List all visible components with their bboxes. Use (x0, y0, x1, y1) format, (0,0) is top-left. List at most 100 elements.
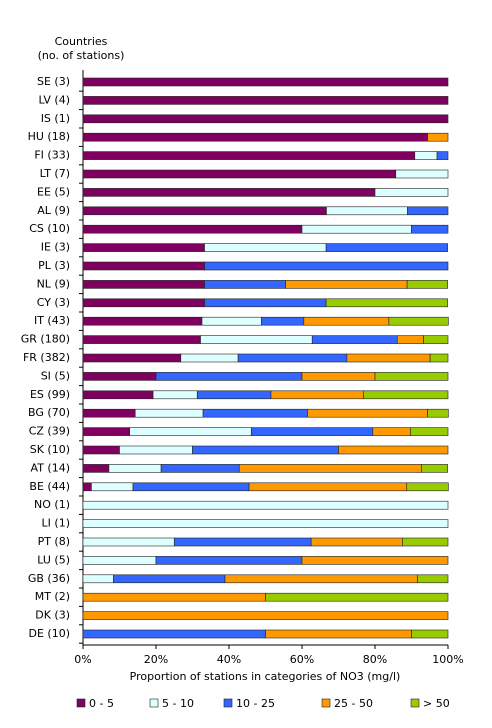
bar-segment (396, 335, 424, 344)
y-axis-label: (no. of stations) (38, 49, 125, 62)
bar-segment (270, 390, 364, 400)
bar-segment (436, 151, 449, 160)
bar-segment (326, 206, 408, 216)
bar-segment (129, 427, 252, 436)
bar-segment (310, 537, 403, 547)
legend-label: > 50 (423, 697, 450, 710)
bar-segment (82, 335, 201, 344)
bar-segment (301, 224, 412, 234)
bar-segment (160, 464, 240, 473)
y-tick-label: LV (4) (38, 93, 70, 106)
bar-segment (224, 574, 419, 584)
bar-segment (82, 316, 203, 326)
bar-segment (237, 353, 348, 363)
bar-segment (395, 169, 449, 179)
bar-segment (82, 77, 449, 87)
y-tick-label: CZ (39) (29, 425, 70, 438)
y-tick-label: SK (10) (30, 443, 70, 456)
bar-segment (82, 188, 376, 197)
bar-segment (82, 243, 205, 252)
bar-segment (82, 556, 157, 565)
x-tick-label: 60% (290, 653, 314, 666)
bar-segment (410, 427, 449, 436)
legend-label: 10 - 25 (236, 697, 275, 710)
bar-segment (82, 169, 397, 179)
bar-segment (82, 519, 449, 528)
bar-segment (311, 335, 398, 344)
bar-segment (82, 206, 327, 216)
bar-segment (204, 280, 286, 289)
bar-segment (301, 556, 449, 565)
bar-segment (248, 482, 408, 492)
bar-segment (265, 629, 412, 639)
bar-segment (406, 482, 449, 492)
bar-segment (82, 280, 205, 289)
bar-segment (82, 224, 303, 234)
bar-segment (201, 316, 262, 326)
bar-segment (82, 574, 114, 584)
y-tick-label: NL (9) (37, 277, 70, 290)
bar-segment (346, 353, 431, 363)
x-tick-label: 20% (144, 653, 168, 666)
bar-segment (132, 482, 250, 492)
bar-segment (196, 390, 272, 400)
bar-segment (108, 464, 162, 473)
x-axis-label: Proportion of stations in categories of … (130, 670, 401, 683)
y-axis-label: Countries (55, 35, 108, 48)
bar-segment (374, 372, 449, 381)
bar-segment (91, 482, 134, 492)
bar-segment (325, 243, 448, 252)
bar-segment (82, 353, 182, 363)
bar-segment (414, 151, 438, 160)
bar-segment (82, 151, 416, 160)
bar-segment (429, 353, 449, 363)
legend-swatch (410, 698, 420, 708)
x-tick-label: 100% (432, 653, 463, 666)
y-tick-label: DE (10) (29, 627, 71, 640)
bar-segment (82, 261, 205, 271)
bar-segment (82, 592, 266, 602)
bar-segment (325, 298, 448, 308)
bar-segment (155, 372, 303, 381)
y-tick-label: PT (8) (38, 535, 70, 548)
bar-segment (152, 390, 198, 400)
x-tick-label: 80% (363, 653, 387, 666)
bar-segment (82, 408, 136, 418)
bar-segment (82, 427, 131, 436)
y-tick-label: LU (5) (37, 553, 70, 566)
bar-segment (421, 464, 448, 473)
bar-segment (238, 464, 423, 473)
legend-swatch (321, 698, 331, 708)
y-tick-label: AT (14) (31, 461, 70, 474)
x-tick-label: 40% (217, 653, 241, 666)
bar-segment (406, 280, 448, 289)
legend-swatch (223, 698, 233, 708)
y-tick-label: DK (3) (35, 609, 70, 622)
y-tick-label: GR (180) (21, 333, 70, 346)
bar-segment (82, 482, 92, 492)
y-tick-label: PL (3) (38, 259, 70, 272)
x-tick-label: 0% (74, 653, 91, 666)
bar-segment (180, 353, 239, 363)
legend-swatch (76, 698, 86, 708)
bar-segment (303, 316, 390, 326)
y-tick-label: GB (36) (28, 572, 70, 585)
bar-segment (204, 243, 327, 252)
y-tick-label: SE (3) (37, 75, 70, 88)
y-tick-label: SI (5) (41, 369, 70, 382)
y-tick-label: CS (10) (29, 222, 70, 235)
bar-segment (82, 114, 449, 124)
bar-segment (285, 280, 408, 289)
y-tick-label: LI (1) (42, 517, 70, 530)
bar-segment (372, 427, 411, 436)
bar-segment (427, 132, 449, 142)
legend-label: 5 - 10 (162, 697, 194, 710)
y-tick-label: BE (44) (29, 480, 70, 493)
bar-segment (82, 96, 449, 105)
bar-segment (265, 592, 449, 602)
bar-segment (82, 445, 120, 455)
bar-segment (82, 464, 110, 473)
y-tick-label: IE (3) (41, 241, 70, 254)
bar-segment (338, 445, 449, 455)
y-tick-label: EE (5) (37, 185, 70, 198)
